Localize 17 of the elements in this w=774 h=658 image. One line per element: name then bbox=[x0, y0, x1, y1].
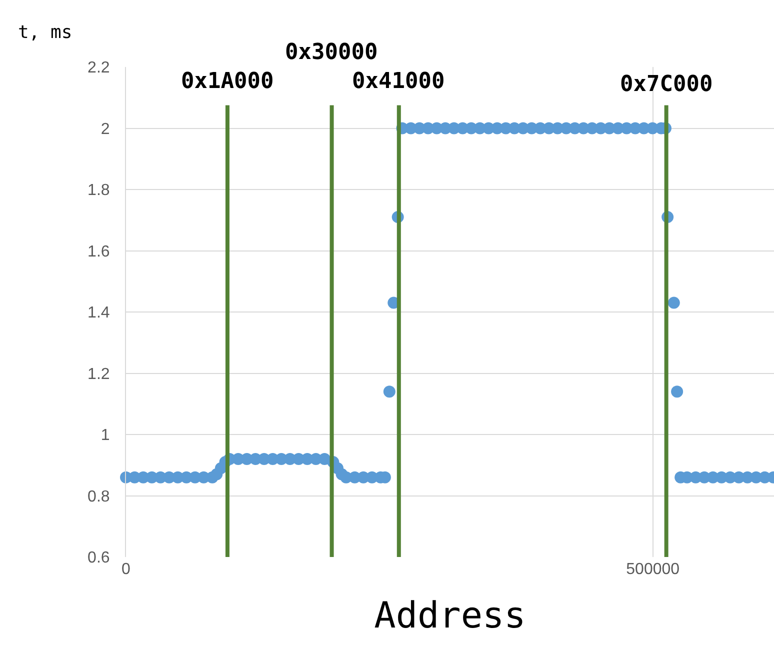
x-axis-title: Address bbox=[374, 596, 526, 637]
y-tick-label: 2 bbox=[100, 120, 110, 138]
y-tick-label: 2.2 bbox=[88, 60, 110, 77]
ref-line-label: 0x30000 bbox=[285, 40, 378, 65]
x-tick-label: 500000 bbox=[626, 561, 680, 578]
y-tick-label: 1.6 bbox=[88, 243, 110, 260]
ref-line-label: 0x1A000 bbox=[181, 69, 274, 94]
y-tick-label: 0.6 bbox=[88, 550, 110, 567]
y-tick-label: 1 bbox=[100, 427, 110, 444]
y-tick-label: 1.8 bbox=[88, 182, 110, 200]
ref-line-label: 0x7C000 bbox=[620, 72, 713, 97]
y-tick-label: 1.4 bbox=[88, 304, 110, 322]
y-tick-label: 0.8 bbox=[88, 488, 110, 506]
y-tick-label: 1.2 bbox=[88, 366, 110, 383]
x-tick-label: 0 bbox=[122, 561, 131, 578]
ref-line-label: 0x41000 bbox=[352, 69, 445, 94]
y-axis-title: t, ms bbox=[18, 22, 72, 43]
